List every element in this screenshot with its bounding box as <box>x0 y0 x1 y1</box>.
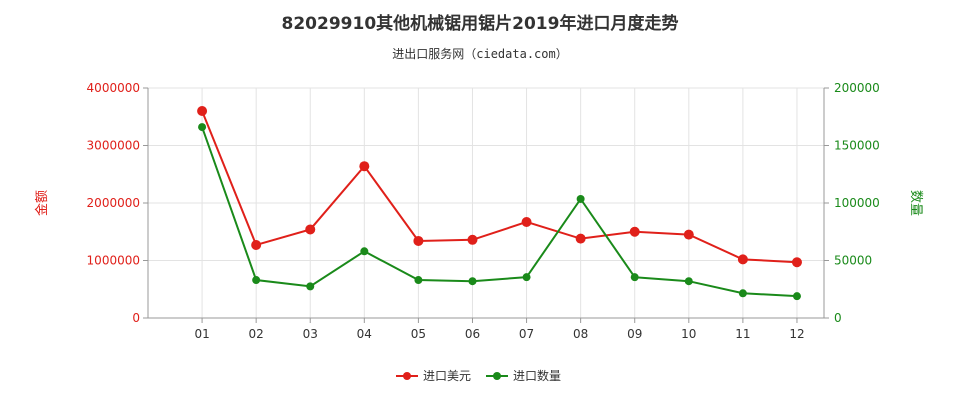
point-import-usd <box>791 257 802 268</box>
legend: 进口美元 进口数量 <box>396 368 561 383</box>
grid-lines <box>148 87 824 319</box>
point-import-qty <box>414 276 423 285</box>
point-import-usd <box>737 254 748 265</box>
point-import-qty <box>306 282 315 291</box>
y-right-tick-label: 150000 <box>834 139 880 153</box>
legend-swatch-dot <box>493 372 501 380</box>
x-tick-label: 09 <box>627 327 642 341</box>
point-import-qty <box>360 247 369 256</box>
legend-label: 进口美元 <box>423 369 471 383</box>
point-import-qty <box>252 276 261 285</box>
point-import-usd <box>305 224 316 235</box>
x-tick-label: 05 <box>411 327 426 341</box>
legend-swatch-dot <box>403 372 411 380</box>
x-tick-label: 08 <box>573 327 588 341</box>
series-layer <box>197 106 802 301</box>
axes: 0 1000000 2000000 3000000 4000000 0 50000 10000… <box>34 81 923 341</box>
point-import-qty <box>792 292 801 301</box>
point-import-usd <box>251 239 262 250</box>
x-tick-label: 07 <box>519 327 534 341</box>
point-import-usd <box>629 226 640 237</box>
point-import-qty <box>522 273 531 282</box>
y-right-axis-title: 数量 <box>908 190 923 216</box>
series-line-import-usd <box>201 110 798 264</box>
y-left-tick-label: 3000000 <box>87 139 140 153</box>
point-import-qty <box>630 273 639 282</box>
point-import-usd <box>467 234 478 245</box>
point-import-usd <box>521 216 532 227</box>
point-import-qty <box>468 277 477 286</box>
y-right-tick-label: 100000 <box>834 196 880 210</box>
y-left-tick-label: 1000000 <box>87 254 140 268</box>
x-tick-label: 12 <box>789 327 804 341</box>
x-tick-label: 06 <box>465 327 480 341</box>
x-tick-label: 03 <box>303 327 318 341</box>
point-import-qty <box>684 277 693 286</box>
y-left-tick-label: 0 <box>132 311 140 325</box>
y-right-tick-label: 200000 <box>834 81 880 95</box>
y-left-axis-title: 金额 <box>34 190 50 216</box>
x-tick-label: 10 <box>681 327 696 341</box>
point-import-qty <box>576 194 585 203</box>
x-tick-label: 02 <box>249 327 264 341</box>
series-line-import-qty <box>201 126 798 298</box>
x-tick-label: 01 <box>194 327 209 341</box>
chart-title: 82029910其他机械锯用锯片2019年进口月度走势 <box>281 14 679 34</box>
y-left-tick-label: 2000000 <box>87 196 140 210</box>
point-import-usd <box>197 106 208 116</box>
point-import-usd <box>413 235 424 246</box>
point-import-qty <box>198 123 207 132</box>
x-tick-label: 04 <box>357 327 372 341</box>
chart-subtitle: 进出口服务网（ciedata.com） <box>392 47 568 61</box>
y-right-tick-label: 0 <box>834 311 842 325</box>
y-right-tick-label: 50000 <box>834 254 872 268</box>
point-import-usd <box>683 229 694 240</box>
point-import-qty <box>738 289 747 298</box>
point-import-usd <box>359 161 370 172</box>
x-tick-label: 11 <box>735 327 750 341</box>
legend-label: 进口数量 <box>513 368 561 383</box>
y-left-tick-label: 4000000 <box>87 81 140 95</box>
point-import-usd <box>575 233 586 244</box>
